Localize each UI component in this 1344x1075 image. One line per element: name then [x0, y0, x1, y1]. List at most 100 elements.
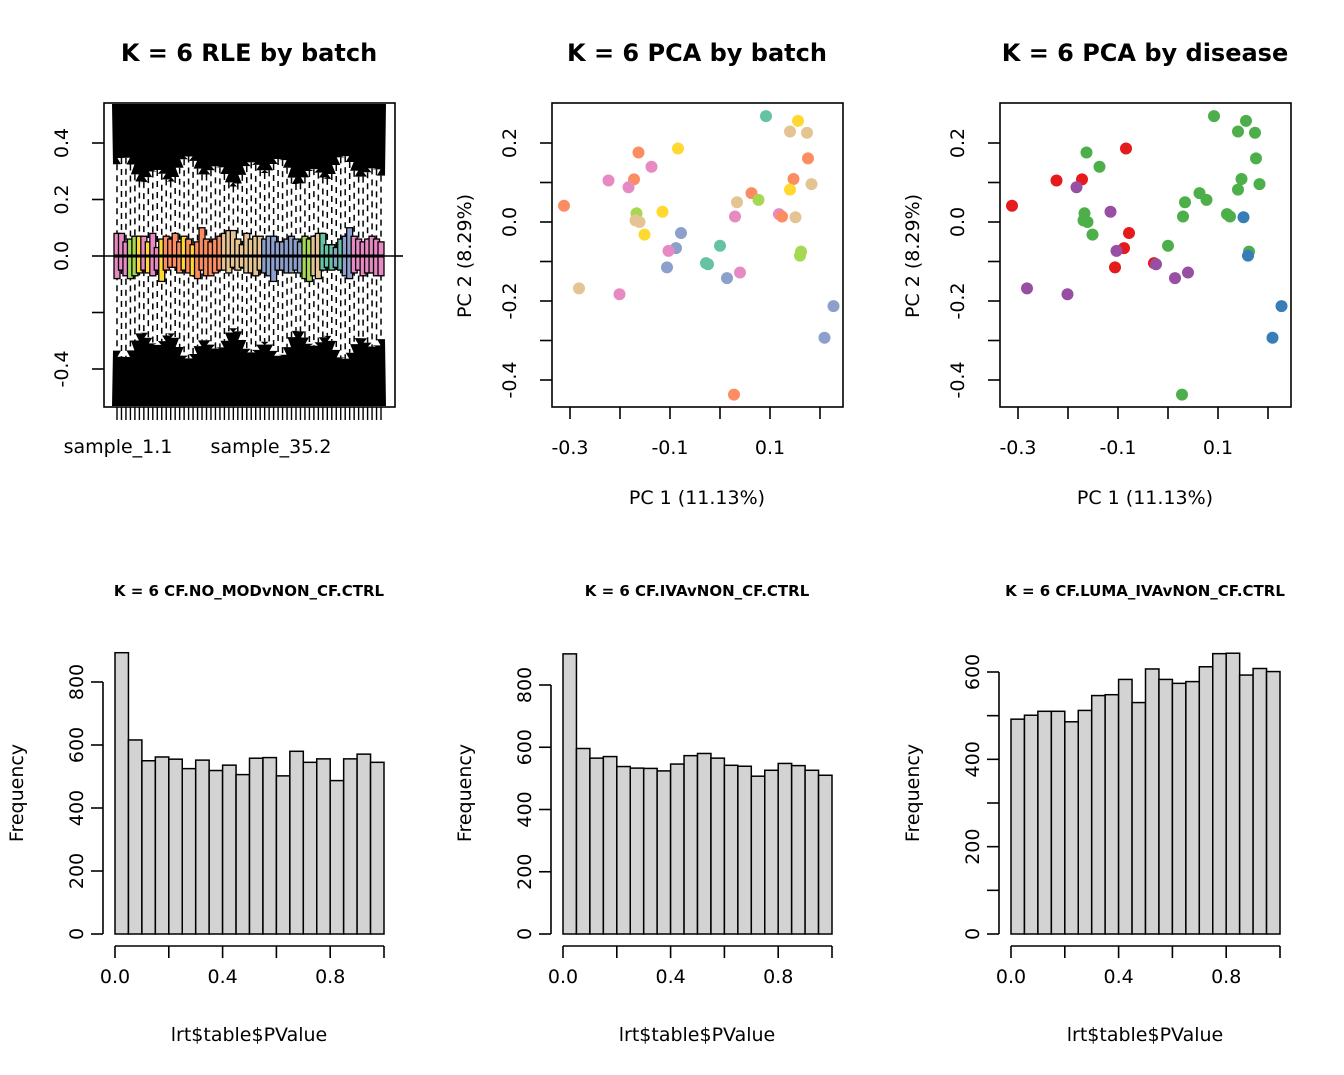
pca-batch-point — [633, 216, 646, 228]
hist3-xlabel: lrt$table$PValue — [1067, 1024, 1223, 1046]
pca-disease-point — [1050, 174, 1063, 187]
hist3-ylabel: Frequency — [902, 744, 924, 842]
hist2-y-tick-label: 400 — [514, 791, 536, 827]
pca-batch-point — [675, 227, 687, 240]
hist2-bar — [669, 763, 685, 935]
pca-batch-point — [622, 181, 635, 194]
hist3-x-tick-label: 0.8 — [1211, 966, 1241, 988]
pca-disease-ylabel: PC 2 (8.29%) — [902, 194, 924, 318]
hist1-bar — [168, 758, 184, 935]
hist3-title: K = 6 CF.LUMA_IVAvNON_CF.CTRL — [1005, 582, 1285, 600]
rle-boxplot-panel: -0.4 0.0 0.2 0.4 — [51, 102, 403, 420]
hist3-bar — [1050, 710, 1066, 935]
hist2-panel: 0 200 400 600 800 0.0 0.4 0.8 — [514, 653, 833, 988]
hist3-bar — [1198, 666, 1214, 935]
pca-disease-point — [1266, 331, 1279, 344]
pca-batch-plot-frame — [551, 102, 844, 408]
pca-disease-point — [1232, 125, 1244, 138]
hist3-x-tick-label: 0.0 — [996, 966, 1026, 988]
hist1-bar — [114, 651, 130, 935]
pca-disease-point — [1081, 216, 1094, 228]
pca-batch-point — [702, 258, 714, 271]
pca-batch-y-tick-label: -0.4 — [499, 361, 521, 398]
pca-disease-x-tick-label: -0.1 — [1099, 437, 1136, 459]
hist3-bar — [1090, 694, 1106, 935]
pca-disease-point — [1176, 388, 1188, 401]
hist2-bar — [750, 775, 766, 935]
hist3-bar — [1037, 710, 1053, 935]
hist3-bar — [1104, 693, 1120, 935]
hist1-bar — [221, 764, 237, 935]
pca-batch-point — [662, 244, 675, 257]
hist2-y-tick-label: 200 — [514, 854, 536, 890]
rle-upper-outliers — [112, 104, 386, 187]
hist2-ylabel: Frequency — [454, 744, 476, 842]
pca-batch-point — [714, 239, 726, 252]
pca-disease-x-tick-label: 0.1 — [1203, 437, 1233, 459]
hist1-bar — [154, 756, 170, 935]
pca-disease-point — [1177, 210, 1189, 223]
pca-disease-y-tick-label: 0.0 — [947, 207, 969, 237]
pca-batch-point — [721, 272, 733, 285]
hist1-x-tick-label: 0.4 — [207, 966, 237, 988]
hist2-bar — [790, 764, 806, 935]
pca-batch-point — [731, 196, 743, 209]
rle-y-tick-label: 0.4 — [51, 128, 73, 158]
pca-disease-plot-frame — [999, 102, 1292, 408]
hist2-bar — [777, 762, 793, 935]
hist1-bar — [302, 761, 318, 935]
hist1-bar — [141, 760, 157, 935]
hist3-y-tick-label: 600 — [962, 654, 984, 690]
hist1-bar — [342, 758, 358, 935]
rle-lower-outliers — [112, 328, 386, 406]
hist2-bar — [602, 755, 618, 935]
pca-batch-point — [661, 261, 673, 274]
hist1-y-tick-label: 0 — [66, 928, 88, 940]
hist1-bar — [194, 759, 210, 935]
pca-batch-point — [672, 142, 684, 155]
pca-batch-y-tick-label: -0.2 — [499, 282, 521, 319]
hist3-y-tick-label: 400 — [962, 741, 984, 777]
rle-box — [377, 241, 385, 277]
pca-disease-point — [1232, 183, 1244, 196]
hist2-bar — [710, 757, 726, 935]
pca-batch-point — [602, 174, 615, 187]
pca-disease-point — [1237, 211, 1250, 224]
hist3-bar — [1185, 680, 1201, 935]
hist1-bar — [181, 767, 197, 935]
pca-disease-point — [1061, 288, 1074, 301]
pca-disease-point — [1224, 210, 1236, 223]
pca-disease-point — [1182, 266, 1194, 279]
hist1-bar — [127, 739, 143, 935]
hist3-bar — [1023, 714, 1039, 935]
hist1-bar — [329, 779, 345, 935]
pca-batch-point — [787, 172, 800, 185]
hist2-bar — [629, 767, 645, 935]
hist3-bar — [1225, 652, 1241, 935]
hist3-bar — [1158, 678, 1174, 935]
pca-batch-point — [792, 114, 804, 127]
pca-batch-y-tick-label: 0.0 — [499, 207, 521, 237]
pca-batch-point — [827, 300, 840, 313]
pca-disease-point — [1250, 152, 1262, 165]
hist1-x-tick-label: 0.0 — [100, 966, 130, 988]
hist2-title: K = 6 CF.IVAvNON_CF.CTRL — [585, 582, 810, 600]
pca-batch-x-tick-label: -0.1 — [651, 437, 688, 459]
pca-batch-point — [760, 110, 772, 123]
hist3-bar — [1077, 709, 1093, 935]
pca-batch-point — [789, 211, 802, 224]
hist1-bar — [316, 758, 331, 935]
pca-batch-ylabel: PC 2 (8.29%) — [454, 194, 476, 318]
pca-disease-point — [1275, 300, 1288, 313]
rle-y-tick-label: 0.2 — [51, 184, 73, 214]
hist2-bar — [696, 752, 712, 935]
pca-batch-point — [805, 178, 818, 191]
hist3-bar — [1265, 670, 1281, 935]
pca-disease-point — [1021, 282, 1033, 295]
hist1-y-tick-label: 200 — [66, 853, 88, 889]
pca-batch-point — [794, 249, 806, 262]
hist1-bar — [235, 773, 251, 935]
hist1-y-tick-label: 400 — [66, 790, 88, 826]
hist3-bar — [1212, 652, 1227, 935]
